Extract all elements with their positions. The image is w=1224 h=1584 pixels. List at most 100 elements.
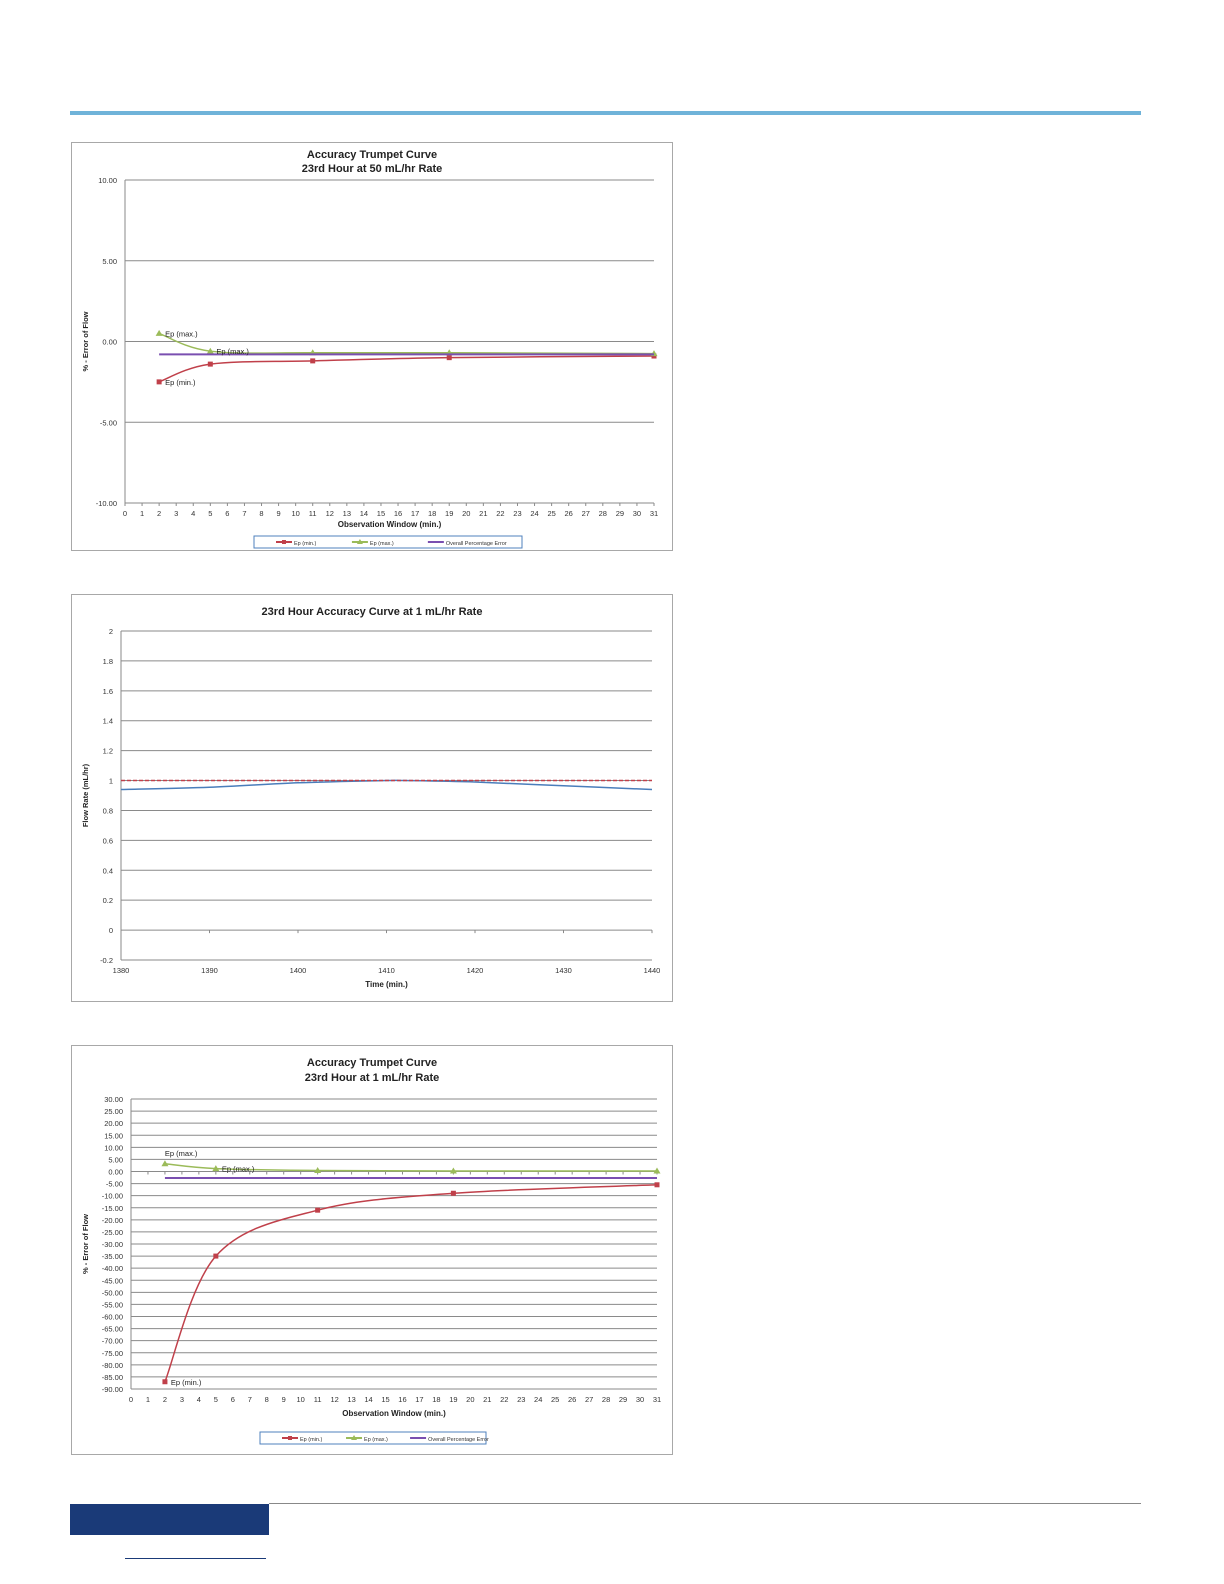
data-point-square <box>156 379 162 385</box>
y-tick-label: -20.00 <box>102 1216 123 1225</box>
y-tick-label: 10.00 <box>98 176 117 185</box>
y-tick-label: 1 <box>109 777 113 786</box>
x-tick-label: 21 <box>479 509 487 518</box>
legend-label: Overall Percentage Error <box>446 541 507 547</box>
chart-title: Accuracy Trumpet Curve <box>307 1057 437 1069</box>
legend-label: Ep (min.) <box>294 541 316 547</box>
data-point-triangle <box>212 1165 220 1172</box>
x-tick-label: 31 <box>653 1395 661 1404</box>
y-axis-label: Flow Rate (mL/hr) <box>81 763 90 827</box>
y-tick-label: -55.00 <box>102 1300 123 1309</box>
x-tick-label: 15 <box>377 509 385 518</box>
x-axis-label: Time (min.) <box>365 980 408 989</box>
x-tick-label: 10 <box>291 509 299 518</box>
x-axis-label: Observation Window (min.) <box>338 520 442 529</box>
x-tick-label: 1 <box>140 509 144 518</box>
y-tick-label: 15.00 <box>104 1131 123 1140</box>
x-tick-label: 23 <box>513 509 521 518</box>
y-tick-label: 25.00 <box>104 1107 123 1116</box>
y-tick-label: 0.00 <box>108 1168 123 1177</box>
x-tick-label: 26 <box>568 1395 576 1404</box>
y-tick-label: -60.00 <box>102 1313 123 1322</box>
data-point-square <box>446 355 452 361</box>
y-axis-label: % - Error of Flow <box>81 311 90 371</box>
legend-label: Ep (max.) <box>364 1437 388 1443</box>
x-tick-label: 13 <box>343 509 351 518</box>
y-tick-label: 1.2 <box>103 747 113 756</box>
x-tick-label: 1410 <box>378 966 395 975</box>
x-tick-label: 0 <box>129 1395 133 1404</box>
chart-trumpet-50ml: Accuracy Trumpet Curve 23rd Hour at 50 mL… <box>71 142 673 551</box>
x-tick-label: 24 <box>534 1395 542 1404</box>
chart-svg: Accuracy Trumpet Curve 23rd Hour at 50 mL… <box>81 149 658 549</box>
x-tick-label: 1400 <box>290 966 307 975</box>
x-tick-label: 5 <box>214 1395 218 1404</box>
series-line-0 <box>164 1184 658 1383</box>
x-tick-label: 5 <box>208 509 212 518</box>
x-tick-label: 30 <box>636 1395 644 1404</box>
y-tick-label: 1.8 <box>103 657 113 666</box>
y-tick-label: 0.2 <box>103 896 113 905</box>
x-tick-label: 16 <box>394 509 402 518</box>
x-tick-label: 29 <box>616 509 624 518</box>
x-tick-label: 10 <box>297 1395 305 1404</box>
y-tick-label: -15.00 <box>102 1204 123 1213</box>
chart-subtitle: 23rd Hour at 1 mL/hr Rate <box>305 1072 439 1084</box>
x-tick-label: 6 <box>231 1395 235 1404</box>
x-tick-label: 1440 <box>644 966 661 975</box>
y-tick-label: -70.00 <box>102 1337 123 1346</box>
y-tick-label: 2 <box>109 627 113 636</box>
x-tick-label: 17 <box>411 509 419 518</box>
data-point-triangle <box>653 1167 661 1174</box>
y-tick-label: -30.00 <box>102 1240 123 1249</box>
x-tick-label: 19 <box>445 509 453 518</box>
y-tick-label: -5.00 <box>100 418 117 427</box>
x-tick-label: 28 <box>602 1395 610 1404</box>
data-point-square <box>315 1207 321 1213</box>
chart-flow-rate-1ml: 23rd Hour Accuracy Curve at 1 mL/hr Rate… <box>71 594 673 1002</box>
data-point-triangle <box>155 329 163 336</box>
legend-marker <box>351 1435 358 1440</box>
chart-svg: Accuracy Trumpet Curve 23rd Hour at 1 mL/… <box>81 1057 661 1445</box>
y-tick-label: 5.00 <box>108 1155 123 1164</box>
x-tick-label: 24 <box>530 509 538 518</box>
chart-title: Accuracy Trumpet Curve <box>307 149 437 161</box>
x-tick-label: 9 <box>282 1395 286 1404</box>
x-tick-label: 27 <box>582 509 590 518</box>
x-tick-label: 21 <box>483 1395 491 1404</box>
data-point-triangle <box>449 1167 457 1174</box>
x-tick-label: 8 <box>265 1395 269 1404</box>
x-tick-label: 1380 <box>113 966 130 975</box>
legend-label: Ep (max.) <box>370 541 394 547</box>
x-tick-label: 29 <box>619 1395 627 1404</box>
x-tick-label: 0 <box>123 509 127 518</box>
y-tick-label: 5.00 <box>102 257 117 266</box>
y-tick-label: -40.00 <box>102 1264 123 1273</box>
data-point-square <box>213 1253 219 1259</box>
x-tick-label: 27 <box>585 1395 593 1404</box>
footer-rule <box>269 1503 1141 1504</box>
x-tick-label: 11 <box>314 1395 322 1404</box>
y-tick-label: 0.4 <box>103 866 113 875</box>
data-point-square <box>207 361 213 367</box>
chart-trumpet-1ml: Accuracy Trumpet Curve 23rd Hour at 1 mL/… <box>71 1045 673 1455</box>
legend-marker <box>288 1436 292 1440</box>
data-point-triangle <box>161 1160 169 1167</box>
data-point-triangle <box>206 347 214 354</box>
x-tick-label: 1430 <box>555 966 572 975</box>
chart-svg: 23rd Hour Accuracy Curve at 1 mL/hr Rate… <box>81 606 661 989</box>
legend-box <box>259 1431 487 1445</box>
x-tick-label: 20 <box>462 509 470 518</box>
x-tick-label: 12 <box>326 509 334 518</box>
x-tick-label: 4 <box>197 1395 201 1404</box>
x-tick-label: 18 <box>432 1395 440 1404</box>
x-tick-label: 30 <box>633 509 641 518</box>
data-annotation: Ep (min.) <box>171 1378 202 1387</box>
x-tick-label: 3 <box>180 1395 184 1404</box>
data-point-square <box>162 1379 168 1385</box>
legend-marker <box>282 540 286 544</box>
x-tick-label: 4 <box>191 509 195 518</box>
y-tick-label: -25.00 <box>102 1228 123 1237</box>
y-tick-label: -90.00 <box>102 1385 123 1394</box>
data-annotation: Ep (max.) <box>165 1149 198 1158</box>
